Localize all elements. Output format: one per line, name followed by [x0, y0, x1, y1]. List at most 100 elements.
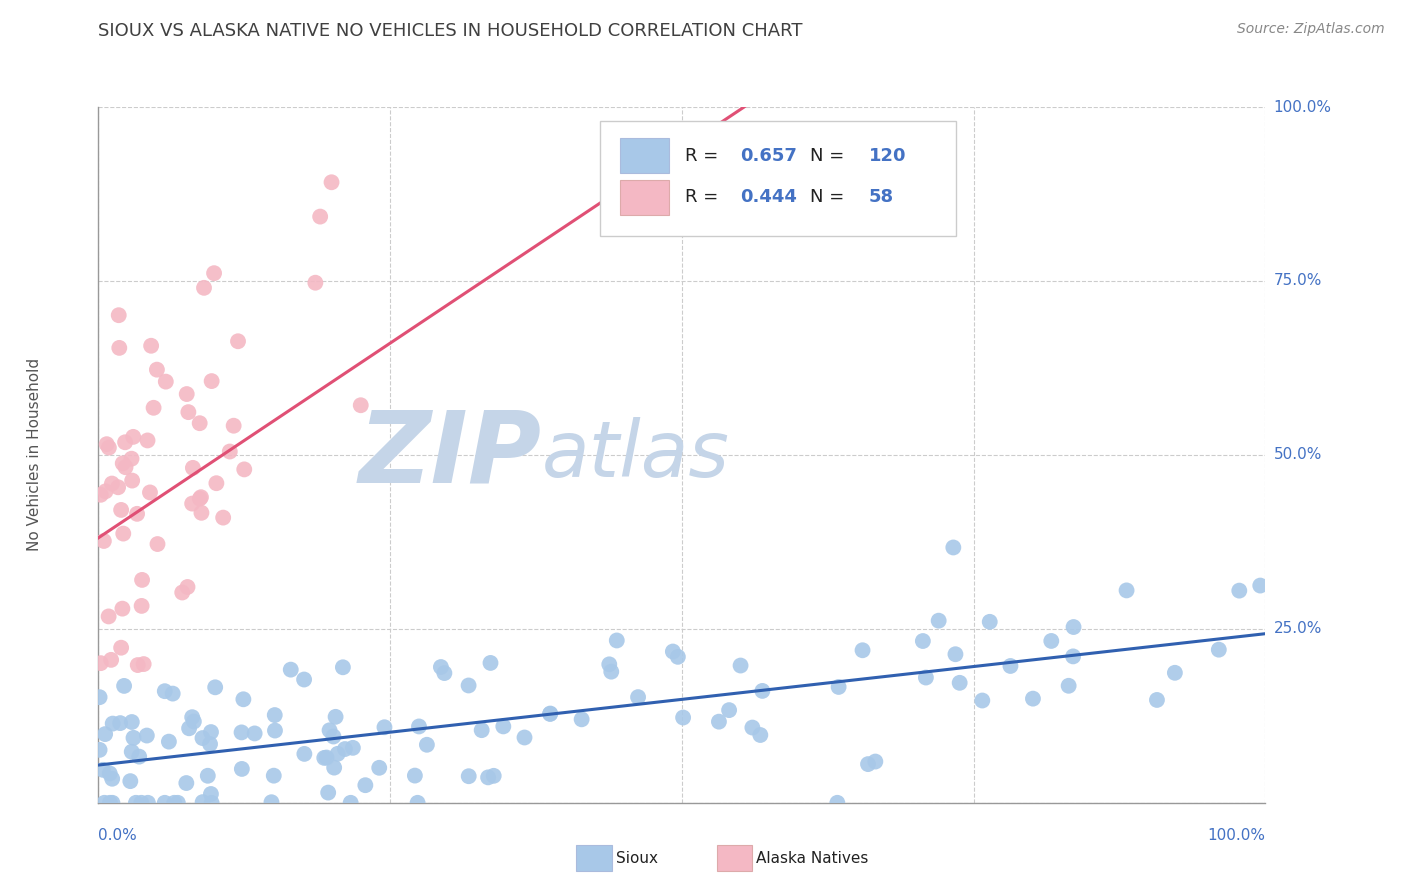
Point	[122, 731, 145, 745]
Point	[315, 750, 337, 764]
Point	[408, 719, 430, 733]
Point	[177, 721, 200, 735]
Point	[318, 723, 340, 738]
Point	[666, 649, 689, 664]
Point	[314, 751, 336, 765]
Point	[430, 660, 453, 674]
Point	[321, 175, 343, 189]
Point	[114, 435, 136, 450]
Point	[108, 341, 131, 355]
Text: 50.0%: 50.0%	[1274, 448, 1322, 462]
Text: N =: N =	[810, 147, 851, 165]
Point	[101, 716, 124, 731]
Point	[122, 430, 145, 444]
Text: 25.0%: 25.0%	[1274, 622, 1322, 636]
Text: 0.0%: 0.0%	[98, 828, 138, 843]
Point	[127, 658, 149, 673]
Point	[945, 647, 967, 661]
Point	[662, 644, 685, 658]
Point	[433, 666, 456, 681]
Point	[718, 703, 741, 717]
Point	[598, 657, 620, 672]
Point	[131, 573, 153, 587]
Point	[231, 762, 253, 776]
Point	[157, 734, 180, 748]
Point	[101, 772, 124, 786]
Point	[204, 681, 226, 695]
Text: 0.657: 0.657	[741, 147, 797, 165]
Text: 75.0%: 75.0%	[1274, 274, 1322, 288]
Text: 0.444: 0.444	[741, 188, 797, 206]
Point	[949, 675, 972, 690]
Point	[333, 742, 356, 756]
Point	[326, 747, 349, 761]
Point	[482, 769, 505, 783]
Point	[416, 738, 439, 752]
Point	[1115, 583, 1137, 598]
Point	[751, 684, 773, 698]
Point	[142, 401, 165, 415]
Point	[201, 374, 224, 388]
Point	[1040, 634, 1063, 648]
Point	[332, 660, 354, 674]
Text: 58: 58	[869, 188, 894, 206]
Point	[198, 737, 221, 751]
Point	[200, 725, 222, 739]
Point	[856, 757, 879, 772]
Point	[190, 490, 212, 504]
Point	[139, 485, 162, 500]
Point	[101, 796, 124, 810]
Point	[865, 755, 887, 769]
Point	[218, 444, 240, 458]
Point	[177, 405, 200, 419]
Point	[97, 441, 120, 455]
Point	[292, 673, 315, 687]
Point	[205, 476, 228, 491]
Text: 100.0%: 100.0%	[1208, 828, 1265, 843]
Point	[146, 537, 169, 551]
Point	[107, 308, 129, 322]
Point	[323, 761, 346, 775]
Point	[98, 766, 121, 780]
Point	[309, 210, 332, 224]
Text: Source: ZipAtlas.com: Source: ZipAtlas.com	[1237, 22, 1385, 37]
Point	[90, 488, 112, 502]
Point	[111, 601, 134, 615]
Text: 100.0%: 100.0%	[1274, 100, 1331, 114]
Point	[627, 690, 650, 705]
Point	[135, 729, 157, 743]
Text: atlas: atlas	[541, 417, 730, 493]
Point	[153, 796, 176, 810]
Point	[231, 725, 253, 739]
Point	[190, 506, 212, 520]
Point	[530, 86, 553, 100]
Point	[260, 795, 283, 809]
Bar	[620, 180, 669, 215]
Text: Sioux: Sioux	[616, 851, 658, 865]
Point	[827, 796, 849, 810]
Point	[131, 599, 153, 613]
Point	[197, 769, 219, 783]
Point	[373, 720, 395, 734]
Point	[172, 585, 194, 599]
Point	[707, 714, 730, 729]
Point	[292, 747, 315, 761]
Point	[166, 796, 188, 810]
Point	[232, 692, 254, 706]
Point	[492, 719, 515, 733]
Point	[91, 763, 114, 777]
Point	[108, 716, 131, 731]
Point	[181, 461, 204, 475]
Point	[162, 687, 184, 701]
Point	[1146, 693, 1168, 707]
Point	[94, 727, 117, 741]
Point	[191, 731, 214, 745]
Point	[188, 491, 211, 506]
Point	[730, 658, 752, 673]
Point	[406, 796, 429, 810]
Point	[153, 684, 176, 698]
Point	[191, 795, 214, 809]
Point	[1063, 620, 1085, 634]
Point	[146, 362, 169, 376]
Point	[139, 339, 162, 353]
